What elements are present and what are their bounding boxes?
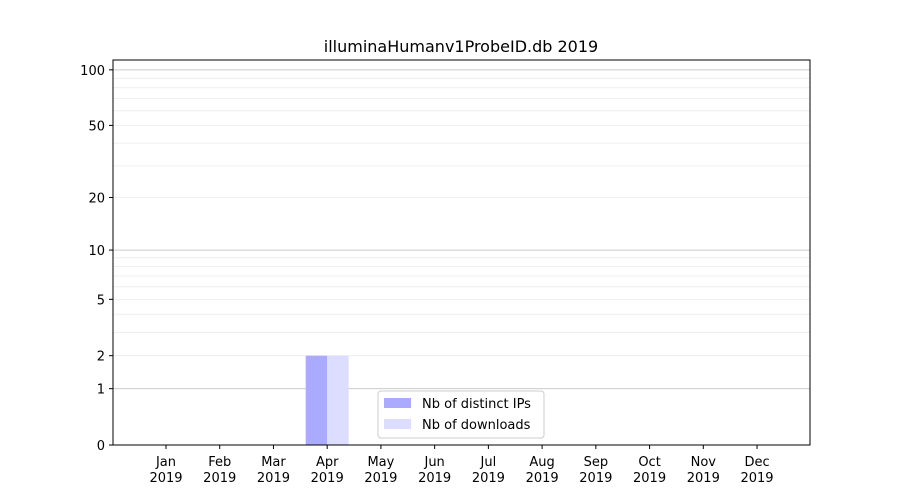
y-tick-label: 10 bbox=[88, 244, 105, 259]
x-tick-label: Nov 2019 bbox=[687, 455, 720, 486]
x-tick-label: Jan 2019 bbox=[149, 455, 182, 486]
x-tick-label: Jun 2019 bbox=[418, 455, 451, 486]
x-tick-label: Sep 2019 bbox=[579, 455, 612, 486]
x-tick-label: Mar 2019 bbox=[257, 455, 290, 486]
bar-distinct-ips bbox=[305, 355, 328, 445]
legend-label: Nb of distinct IPs bbox=[422, 397, 531, 412]
x-tick-label: Aug 2019 bbox=[526, 455, 559, 486]
chart-title: illuminaHumanv1ProbeID.db 2019 bbox=[324, 37, 598, 56]
y-tick-label: 1 bbox=[97, 383, 105, 398]
y-tick-label: 5 bbox=[97, 293, 105, 308]
x-tick-label: Feb 2019 bbox=[203, 455, 236, 486]
x-tick-label: Oct 2019 bbox=[633, 455, 666, 486]
y-tick-label: 2 bbox=[97, 350, 105, 365]
y-tick-label: 50 bbox=[88, 119, 105, 134]
y-tick-label: 20 bbox=[88, 192, 105, 207]
y-tick-label: 0 bbox=[97, 439, 105, 454]
legend-box bbox=[377, 390, 545, 439]
bar-downloads bbox=[327, 355, 349, 445]
x-tick-label: May 2019 bbox=[364, 455, 397, 486]
x-tick-label: Dec 2019 bbox=[740, 455, 773, 486]
legend-swatch bbox=[384, 419, 411, 429]
x-tick-label: Apr 2019 bbox=[311, 455, 344, 486]
plot-frame bbox=[112, 59, 811, 446]
legend-label: Nb of downloads bbox=[422, 418, 531, 433]
y-tick-label: 100 bbox=[80, 64, 105, 79]
legend-swatch bbox=[384, 398, 411, 408]
x-tick-label: Jul 2019 bbox=[472, 455, 505, 486]
